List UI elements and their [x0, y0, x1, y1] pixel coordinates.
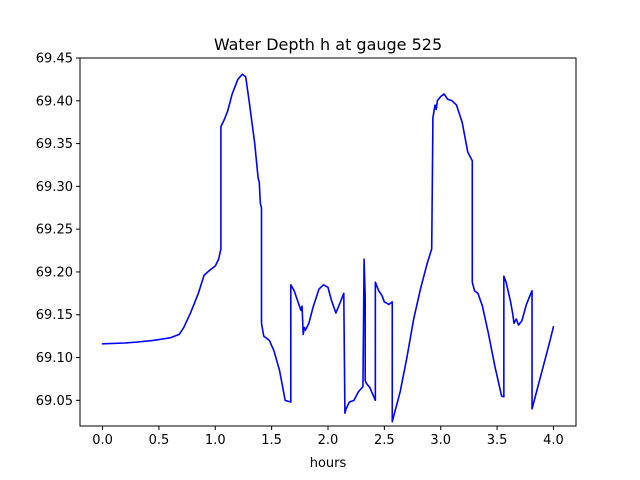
y-tick-label: 69.30	[36, 180, 73, 195]
y-tick-label: 69.10	[36, 351, 73, 366]
x-tick-label: 0.0	[92, 433, 113, 448]
y-tick-label: 69.05	[36, 394, 73, 409]
y-tick-label: 69.45	[36, 52, 73, 67]
series-group	[101, 73, 555, 423]
x-axis: 0.0 0.5 1.0 1.5 2.0 2.5 3.0 3.5 4.0	[92, 426, 564, 448]
y-tick-label: 69.35	[36, 137, 73, 152]
y-tick-label: 69.20	[36, 265, 73, 280]
x-tick-label: 4.0	[543, 433, 564, 448]
series-line-1	[101, 73, 555, 423]
chart-title: Water Depth h at gauge 525	[214, 35, 442, 54]
x-tick-label: 3.5	[487, 433, 508, 448]
x-tick-label: 2.5	[374, 433, 395, 448]
x-tick-label: 1.0	[205, 433, 226, 448]
y-tick-label: 69.25	[36, 223, 73, 238]
x-axis-label: hours	[310, 456, 347, 471]
x-tick-label: 3.0	[430, 433, 451, 448]
y-axis: 69.05 69.10 69.15 69.20 69.25 69.30 69.35 69.40…	[36, 52, 80, 409]
x-tick-label: 0.5	[149, 433, 170, 448]
x-tick-label: 2.0	[318, 433, 339, 448]
y-tick-label: 69.15	[36, 308, 73, 323]
y-tick-label: 69.40	[36, 94, 73, 109]
x-tick-label: 1.5	[261, 433, 282, 448]
